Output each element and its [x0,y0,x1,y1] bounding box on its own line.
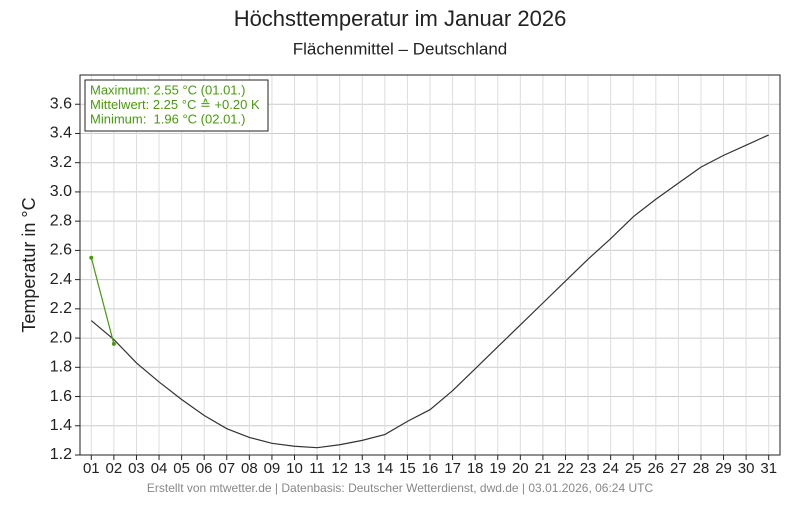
x-tick-label: 25 [625,460,642,477]
x-tick-label: 24 [602,460,619,477]
y-tick-label: 3.6 [50,95,72,112]
point [89,255,94,260]
x-tick-label: 12 [331,460,348,477]
y-tick-label: 2.0 [50,329,72,346]
x-tick-label: 16 [422,460,439,477]
chart-title: Höchsttemperatur im Januar 2026 [234,6,567,31]
x-tick-label: 10 [286,460,303,477]
x-tick-label: 18 [467,460,484,477]
x-tick-label: 31 [760,460,777,477]
x-tick-label: 06 [196,460,213,477]
x-tick-label: 04 [151,460,168,477]
x-tick-label: 19 [489,460,506,477]
x-tick-label: 11 [309,460,325,477]
y-tick-label: 1.2 [50,446,72,463]
line [90,134,769,449]
x-tick-label: 03 [128,460,145,477]
y-tick-label: 2.4 [50,271,72,288]
chart-subtitle: Flächenmittel – Deutschland [293,39,508,58]
line [90,257,115,345]
x-tick-label: 08 [241,460,258,477]
x-tick-label: 30 [738,460,755,477]
x-tick-label: 17 [444,460,461,477]
y-axis-label: Temperatur in °C [19,197,39,332]
y-tick-label: 2.6 [50,242,72,259]
x-tick-label: 14 [376,460,393,477]
x-tick-label: 07 [218,460,235,477]
y-tick-label: 1.4 [50,417,72,434]
info-box [84,79,269,132]
x-tick-label: 27 [670,460,687,477]
y-tick-label: 3.2 [50,154,72,171]
x-tick-label: 20 [512,460,529,477]
info-text: Mittelwert: 2.25 °C ≙ +0.20 K [90,97,260,112]
point [111,341,116,346]
y-tick-label: 2.8 [50,212,72,229]
footer: Erstellt von mtwetter.de | Datenbasis: D… [147,481,654,495]
x-tick-label: 09 [264,460,281,477]
x-tick-label: 26 [647,460,664,477]
y-tick-label: 1.8 [50,359,72,376]
info-text: Minimum: 1.96 °C (02.01.) [90,111,245,126]
x-tick-label: 15 [399,460,416,477]
x-tick-label: 01 [83,460,100,477]
y-tick-label: 2.2 [50,300,72,317]
x-tick-label: 21 [535,460,552,477]
y-tick-label: 3.0 [50,183,72,200]
info-text: Maximum: 2.55 °C (01.01.) [90,82,245,97]
x-tick-label: 02 [106,460,123,477]
x-tick-label: 29 [715,460,732,477]
x-tick-label: 22 [557,460,574,477]
x-tick-label: 13 [354,460,371,477]
y-tick-label: 1.6 [50,388,72,405]
x-tick-label: 23 [580,460,597,477]
x-tick-label: 05 [173,460,190,477]
plot-frame [79,74,781,456]
y-tick-label: 3.4 [50,125,72,142]
x-tick-label: 28 [693,460,710,477]
